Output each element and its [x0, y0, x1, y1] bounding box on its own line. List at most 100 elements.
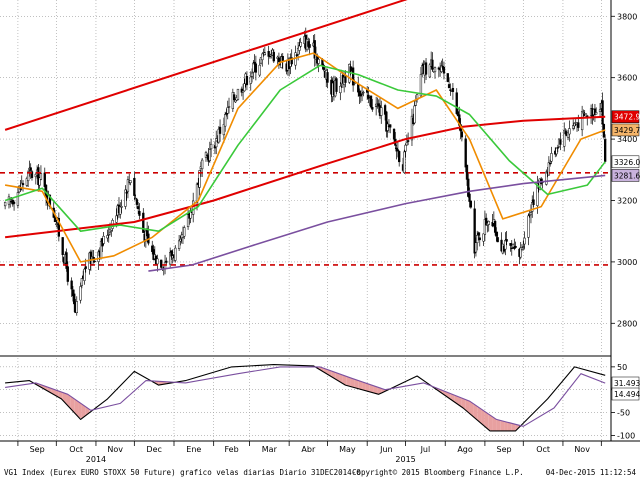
candle-body — [496, 237, 499, 243]
x-month-label: Dec — [146, 445, 161, 454]
candle-body — [520, 247, 524, 250]
candle-body — [580, 111, 584, 131]
oscillator-shading — [511, 423, 516, 431]
candle-body — [428, 64, 432, 78]
candle-body — [510, 247, 513, 250]
candle-body — [57, 217, 61, 237]
candle-body — [460, 131, 464, 138]
candle-body — [464, 138, 467, 168]
candle-body — [351, 67, 355, 86]
value-badge-box — [611, 123, 640, 137]
candle-body — [536, 183, 539, 206]
candle-body — [160, 259, 163, 268]
price-y-tick-label: 3000 — [617, 258, 637, 267]
candle-body — [509, 243, 512, 246]
candle-body — [61, 237, 64, 255]
moving-average-line — [148, 174, 606, 272]
candle-body — [419, 74, 423, 97]
candle-body — [126, 179, 130, 192]
candle-body — [170, 250, 173, 257]
candle-body — [358, 90, 361, 96]
candle-body — [25, 178, 29, 186]
candle-body — [383, 105, 387, 115]
candle-body — [71, 289, 75, 297]
oscillator-shading — [377, 387, 382, 394]
price-y-tick-label: 3600 — [617, 74, 637, 83]
osc-y-tick-label: -50 — [617, 409, 630, 418]
candle-body — [367, 94, 370, 99]
footer-right: 04-Dec-2015 11:12:54 — [546, 468, 637, 477]
x-month-label: Ene — [186, 445, 201, 454]
candle-body — [548, 162, 552, 165]
candle-body — [83, 268, 86, 281]
candle-body — [446, 73, 449, 82]
candle-body — [125, 191, 128, 194]
candle-body — [487, 221, 490, 225]
candle-body — [3, 201, 7, 207]
candle-body — [308, 44, 311, 48]
oscillator-shading — [365, 383, 370, 392]
candle-body — [369, 95, 373, 108]
candle-body — [134, 197, 137, 200]
candle-body — [577, 122, 580, 128]
x-month-label: Jul — [420, 445, 431, 454]
candle-body — [313, 40, 316, 59]
candle-body — [97, 251, 100, 262]
oscillator-shading — [339, 373, 343, 384]
candle-body — [254, 63, 258, 73]
candle-body — [505, 239, 508, 242]
candle-body — [234, 99, 237, 103]
value-badge-label: 3326.00 — [614, 158, 640, 167]
value-badge-box — [611, 155, 640, 169]
candle-body — [215, 138, 218, 148]
oscillator-shading — [481, 408, 485, 427]
oscillator-shading — [496, 419, 501, 431]
candle-body — [115, 215, 118, 223]
candle-body — [598, 109, 602, 112]
candle-body — [224, 114, 227, 127]
osc-y-tick-label: 50 — [617, 363, 627, 372]
x-month-label: Ago — [457, 445, 473, 454]
candle-body — [349, 66, 352, 72]
candle-body — [298, 45, 301, 51]
candle-body — [38, 177, 41, 186]
candle-body — [442, 66, 446, 74]
value-badge-label: 3472.92 — [614, 113, 640, 122]
value-badges: 3472.92 3429.75 3281.65 3326.00 31.4934 14.49… — [611, 110, 640, 401]
candle-body — [371, 107, 374, 110]
candle-body — [241, 90, 245, 93]
value-badge-label: 3281.65 — [614, 171, 640, 180]
candle-body — [198, 170, 201, 188]
candle-body — [511, 244, 515, 248]
candle-body — [208, 149, 211, 161]
trendline — [4, 0, 408, 131]
candle-body — [335, 78, 338, 92]
series-last-value-badge: 3281.65 — [611, 169, 640, 182]
price-y-tick-label: 3400 — [617, 135, 637, 144]
candle-body — [555, 147, 558, 155]
candle-body — [232, 94, 236, 101]
candle-body — [519, 247, 522, 258]
oscillator-line — [5, 366, 606, 427]
candle-body — [467, 178, 470, 197]
candle-body — [200, 159, 204, 170]
candle-body — [37, 167, 40, 185]
candle-body — [495, 231, 498, 237]
candle-body — [447, 84, 451, 89]
candle-body — [225, 112, 228, 115]
candle-body — [483, 219, 487, 235]
candle-body — [389, 124, 392, 128]
value-badge-box — [611, 110, 640, 123]
candle-body — [84, 266, 87, 269]
oscillator-shading — [346, 376, 351, 387]
candle-body — [431, 59, 434, 70]
candle-body — [392, 128, 396, 140]
candle-body — [403, 151, 406, 173]
oscillator-line — [5, 364, 606, 432]
value-badge-label: 14.494 — [614, 390, 640, 399]
candle-body — [66, 266, 69, 282]
candle-body — [263, 52, 266, 55]
footer-center: Copyright© 2015 Bloomberg Finance L.P. — [352, 468, 524, 477]
candle-body — [396, 149, 400, 152]
candle-body — [604, 139, 607, 162]
